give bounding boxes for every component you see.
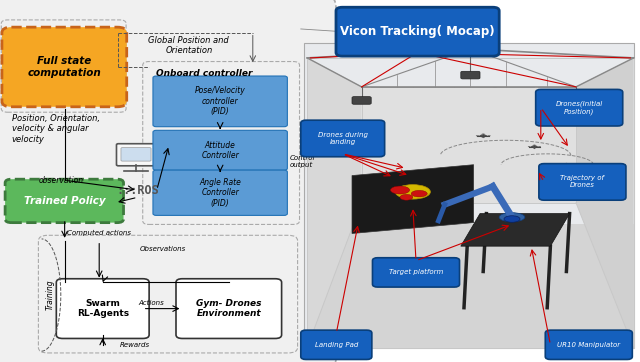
Ellipse shape [538,146,541,147]
FancyBboxPatch shape [153,130,287,170]
FancyBboxPatch shape [0,0,336,362]
Text: Attitude
Controller: Attitude Controller [202,140,239,160]
Text: Actions: Actions [139,300,164,306]
Ellipse shape [561,164,563,165]
Text: Drones during
landing: Drones during landing [317,132,368,145]
Ellipse shape [533,145,536,146]
Polygon shape [461,214,570,246]
Ellipse shape [565,163,568,164]
Ellipse shape [528,146,531,147]
FancyBboxPatch shape [352,97,371,104]
Text: Gym- Drones
Environment: Gym- Drones Environment [196,299,262,318]
Text: Trained Policy: Trained Policy [24,196,105,206]
Text: Position, Orientation,
velocity & angular
velocity: Position, Orientation, velocity & angula… [12,114,100,144]
Polygon shape [352,165,474,233]
Text: Control
output: Control output [290,155,316,168]
Polygon shape [576,58,634,348]
Text: UR10 Manipulator: UR10 Manipulator [557,342,620,348]
Text: :::ROS: :::ROS [116,184,159,197]
FancyBboxPatch shape [153,170,287,215]
FancyBboxPatch shape [539,164,626,200]
FancyBboxPatch shape [545,330,632,359]
Ellipse shape [476,135,479,136]
Text: Onboard controller: Onboard controller [156,69,252,77]
Text: Angle Rate
Controller
(PID): Angle Rate Controller (PID) [199,178,241,208]
FancyBboxPatch shape [566,97,586,104]
FancyBboxPatch shape [153,76,287,127]
Polygon shape [307,224,634,348]
Text: Drones(Initial
Position): Drones(Initial Position) [556,101,603,115]
FancyBboxPatch shape [301,120,385,157]
FancyBboxPatch shape [5,179,124,223]
Ellipse shape [412,190,428,197]
FancyBboxPatch shape [56,279,149,338]
Ellipse shape [531,146,538,147]
Ellipse shape [565,166,568,167]
FancyBboxPatch shape [336,7,499,56]
Text: Observations: Observations [140,246,186,252]
Text: Full state
computation: Full state computation [28,56,101,78]
Ellipse shape [390,186,410,194]
Text: Swarm
RL-Agents: Swarm RL-Agents [77,299,129,318]
Text: Training: Training [46,280,55,310]
Text: Landing Pad: Landing Pad [315,342,358,348]
Ellipse shape [499,212,525,222]
Text: Trajectory of
Drones: Trajectory of Drones [561,175,604,189]
Text: Pose/Velocity
controller
(PID): Pose/Velocity controller (PID) [195,87,246,116]
Ellipse shape [488,135,490,136]
Ellipse shape [504,216,520,222]
Ellipse shape [570,164,572,165]
Text: observation: observation [38,176,83,185]
Text: Global Position and
Orientation: Global Position and Orientation [148,35,229,55]
FancyBboxPatch shape [176,279,282,338]
Ellipse shape [400,194,413,200]
Polygon shape [307,58,362,348]
Ellipse shape [480,135,486,137]
Text: Vicon Tracking( Mocap): Vicon Tracking( Mocap) [340,25,495,38]
Ellipse shape [482,137,484,138]
Polygon shape [362,87,576,203]
FancyBboxPatch shape [301,330,372,359]
FancyBboxPatch shape [121,148,151,161]
Text: Computed actions: Computed actions [67,230,131,236]
FancyBboxPatch shape [461,71,480,79]
FancyBboxPatch shape [536,89,623,126]
Text: Rewards: Rewards [119,342,150,348]
Ellipse shape [396,185,431,199]
FancyBboxPatch shape [116,144,156,166]
FancyBboxPatch shape [372,258,460,287]
Text: Target platform: Target platform [389,269,443,275]
Bar [304,43,634,348]
FancyBboxPatch shape [2,27,127,107]
Ellipse shape [564,164,570,165]
